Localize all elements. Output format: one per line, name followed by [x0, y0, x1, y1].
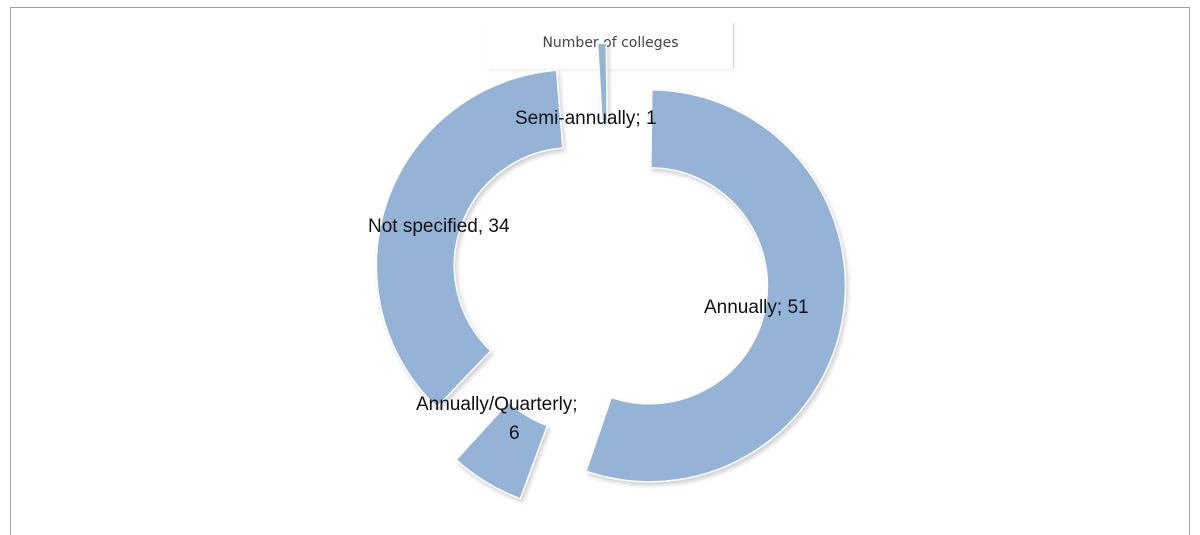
donut-slices: [375, 42, 847, 500]
slice-not-specified: [375, 69, 564, 409]
data-label-annually-quarterly-line2: 6: [509, 423, 520, 444]
slice-semi-annually: [596, 42, 608, 123]
chart-title-box: Number of colleges: [488, 23, 734, 69]
data-label-annually: Annually; 51: [704, 297, 809, 318]
donut-data-labels: Semi-annually; 1 Not specified, 34 Annua…: [368, 108, 809, 444]
slice-annually: [585, 89, 847, 483]
data-label-not-specified: Not specified, 34: [368, 216, 510, 237]
slice-annually-quarterly: [455, 401, 549, 500]
data-label-annually-quarterly-line1: Annually/Quarterly;: [416, 394, 578, 415]
chart-title: Number of colleges: [542, 35, 679, 51]
data-label-semi-annually: Semi-annually; 1: [515, 108, 657, 129]
